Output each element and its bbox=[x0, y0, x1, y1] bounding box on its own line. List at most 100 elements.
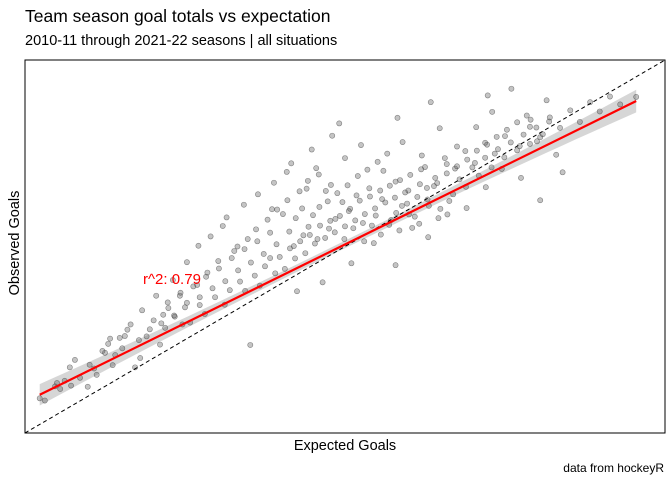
data-point bbox=[576, 119, 583, 125]
data-point bbox=[184, 299, 190, 306]
data-point bbox=[66, 364, 73, 371]
data-point bbox=[392, 262, 399, 269]
data-point bbox=[276, 254, 283, 260]
data-point bbox=[334, 190, 341, 197]
data-point bbox=[432, 174, 439, 181]
data-point bbox=[248, 259, 254, 266]
data-point bbox=[454, 143, 460, 150]
data-point bbox=[322, 235, 329, 241]
data-point bbox=[116, 334, 123, 341]
data-point bbox=[302, 250, 309, 257]
data-point bbox=[539, 131, 546, 138]
data-point bbox=[281, 265, 288, 272]
data-point bbox=[136, 337, 142, 344]
data-point bbox=[424, 185, 430, 191]
data-point bbox=[367, 193, 373, 200]
data-point bbox=[162, 324, 169, 331]
data-point bbox=[127, 321, 134, 328]
data-point bbox=[607, 93, 613, 100]
data-point bbox=[316, 204, 323, 210]
data-point bbox=[394, 114, 401, 121]
data-point bbox=[308, 146, 315, 153]
data-point bbox=[361, 211, 368, 217]
data-point bbox=[368, 222, 375, 229]
data-point bbox=[292, 255, 298, 262]
data-point bbox=[240, 201, 247, 208]
data-point bbox=[380, 167, 387, 174]
data-point bbox=[300, 232, 307, 239]
data-point bbox=[454, 163, 460, 170]
data-point bbox=[158, 320, 165, 327]
data-point bbox=[372, 212, 379, 219]
data-point bbox=[331, 229, 338, 236]
data-point bbox=[231, 248, 238, 254]
data-point bbox=[273, 241, 280, 248]
data-point bbox=[99, 348, 106, 354]
chart-title: Team season goal totals vs expectation bbox=[25, 6, 331, 26]
data-point bbox=[336, 213, 343, 219]
data-point bbox=[358, 142, 364, 148]
data-point bbox=[150, 317, 157, 324]
data-point bbox=[617, 101, 624, 108]
data-point bbox=[502, 133, 508, 139]
data-point bbox=[441, 155, 448, 161]
data-point bbox=[164, 299, 171, 306]
data-point bbox=[354, 173, 361, 179]
data-point bbox=[267, 255, 274, 261]
data-point bbox=[402, 189, 409, 196]
data-point bbox=[501, 154, 508, 161]
source-caption: data from hockeyR bbox=[563, 461, 664, 475]
data-point bbox=[274, 206, 281, 213]
data-point bbox=[482, 184, 489, 191]
data-point bbox=[344, 182, 351, 189]
data-point bbox=[235, 267, 242, 274]
data-point bbox=[370, 240, 377, 247]
data-point bbox=[244, 236, 251, 242]
identity-line bbox=[24, 59, 666, 434]
data-point bbox=[397, 177, 403, 184]
data-point bbox=[374, 158, 381, 165]
data-point bbox=[297, 238, 304, 245]
data-point bbox=[488, 164, 495, 171]
data-point bbox=[414, 193, 421, 200]
data-point bbox=[304, 177, 311, 184]
data-point bbox=[342, 155, 348, 161]
data-point bbox=[463, 205, 470, 211]
data-point bbox=[109, 362, 116, 369]
x-axis-label: Expected Goals bbox=[293, 438, 397, 454]
data-point bbox=[518, 174, 524, 181]
data-point bbox=[169, 277, 176, 283]
data-point bbox=[324, 198, 331, 205]
data-point bbox=[527, 141, 533, 147]
data-point bbox=[137, 355, 144, 361]
data-point bbox=[253, 226, 259, 233]
data-point bbox=[392, 178, 399, 185]
data-point bbox=[157, 341, 163, 348]
data-point bbox=[361, 238, 368, 245]
data-point bbox=[348, 260, 355, 267]
data-point bbox=[495, 146, 501, 153]
data-point bbox=[508, 85, 515, 92]
data-point bbox=[41, 397, 48, 404]
data-point bbox=[195, 242, 202, 249]
data-point bbox=[464, 156, 471, 163]
data-point bbox=[437, 205, 444, 212]
data-point bbox=[416, 181, 423, 188]
data-point bbox=[546, 118, 553, 125]
data-point bbox=[514, 119, 521, 126]
data-point bbox=[452, 165, 458, 172]
data-point bbox=[341, 236, 348, 242]
data-point bbox=[124, 326, 131, 333]
data-point bbox=[310, 212, 316, 219]
data-point bbox=[493, 133, 500, 140]
data-point bbox=[443, 161, 450, 167]
data-point bbox=[425, 234, 432, 241]
data-point bbox=[472, 160, 478, 166]
data-point bbox=[407, 171, 414, 178]
data-point bbox=[537, 197, 544, 204]
data-point bbox=[353, 192, 360, 199]
data-point bbox=[222, 278, 229, 285]
data-point bbox=[411, 213, 418, 220]
data-point bbox=[212, 294, 218, 301]
